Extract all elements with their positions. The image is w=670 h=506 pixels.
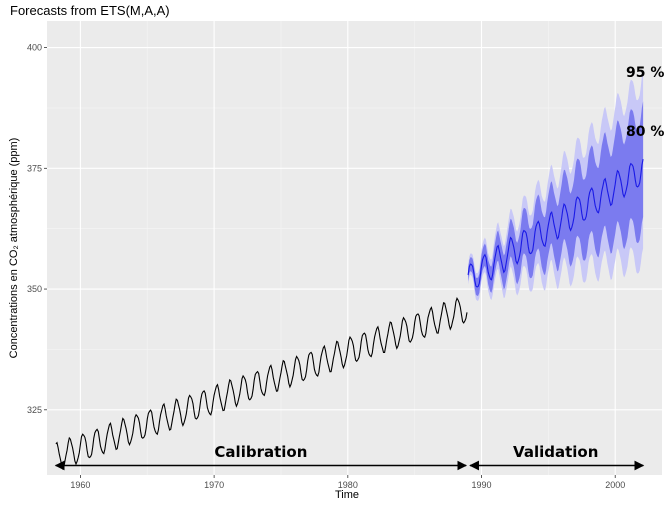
- x-axis-title: Time: [335, 489, 359, 501]
- series-lines: [55, 158, 644, 470]
- x-tick-label: 1990: [471, 480, 491, 490]
- x-tick-label: 1980: [338, 480, 358, 490]
- x-tick-label: 1970: [204, 480, 224, 490]
- interval-80-band: [468, 101, 644, 296]
- x-tick-label: 2000: [605, 480, 625, 490]
- validation-label: Validation: [513, 443, 598, 461]
- y-tick-label: 325: [27, 405, 42, 415]
- y-tick-label: 400: [27, 43, 42, 53]
- label-80-percent: 80 %: [626, 124, 664, 140]
- prediction-intervals: [468, 69, 644, 301]
- label-95-percent: 95 %: [626, 65, 664, 81]
- forecast-series-line: [467, 158, 644, 288]
- annotations: 95 % 80 % Calibration Validation: [54, 65, 664, 471]
- y-tick-label: 350: [27, 284, 42, 294]
- observed-series-line: [55, 296, 468, 470]
- axis-ticks: 1960 1970 1980 1990 2000 325 350 375 400: [27, 43, 625, 490]
- calibration-label: Calibration: [214, 443, 307, 461]
- grid-lines: [47, 21, 662, 475]
- x-tick-label: 1960: [70, 480, 90, 490]
- y-tick-label: 375: [27, 163, 42, 173]
- y-axis-title: Concentrations en CO₂ atmosphérique (ppm…: [8, 138, 20, 359]
- chart-title: Forecasts from ETS(M,A,A): [10, 3, 170, 18]
